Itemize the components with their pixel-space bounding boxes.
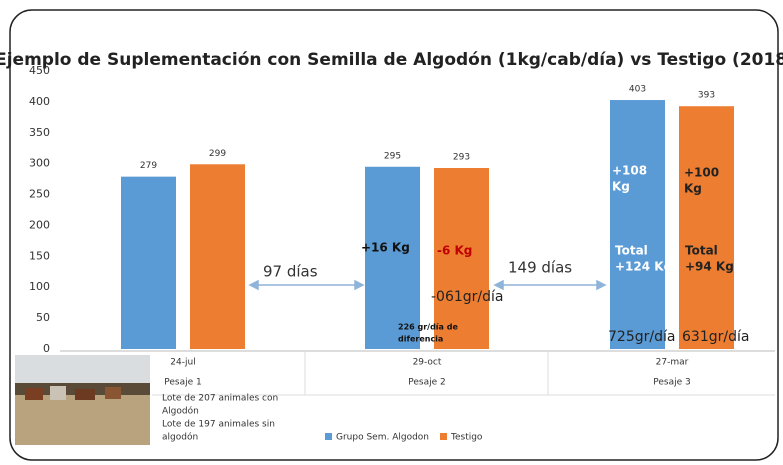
annotation: 226 gr/día de [398, 323, 458, 332]
annotation: +94 Kg [685, 260, 734, 274]
y-tick-label: 50 [36, 311, 50, 324]
value-label: 295 [384, 151, 401, 161]
annotation: -061gr/día [431, 289, 504, 305]
annotation: Kg [612, 180, 630, 194]
annotation: 725gr/día [608, 329, 675, 345]
annotation: +124 Kg [615, 260, 672, 274]
value-label: 293 [453, 152, 470, 162]
bar [610, 100, 665, 349]
bar [121, 176, 176, 349]
legend-label: Grupo Sem. Algodon [336, 433, 429, 443]
y-tick-label: 200 [29, 218, 50, 231]
bar [434, 167, 489, 349]
legend-label: Testigo [450, 433, 483, 443]
note: Lote de 197 animales sin [162, 420, 275, 430]
y-tick-label: 100 [29, 280, 50, 293]
bar [190, 164, 245, 349]
annotation: Total [685, 244, 718, 258]
annotation: Total [615, 244, 648, 258]
bar [679, 106, 734, 349]
arrow [248, 279, 607, 291]
annotation: +16 Kg [361, 241, 410, 255]
y-tick-label: 150 [29, 249, 50, 262]
annotation: -6 Kg [437, 244, 472, 258]
legend-swatch [325, 433, 332, 440]
value-label: 403 [629, 85, 646, 95]
annotation: Kg [684, 182, 702, 196]
legend-swatch [440, 433, 447, 440]
note: Algodón [162, 406, 199, 417]
x-tick-label: 24-jul [170, 358, 195, 368]
y-tick-label: 0 [43, 342, 50, 355]
annotation: 97 días [263, 263, 318, 281]
y-tick-label: 250 [29, 188, 50, 201]
x-sublabel: Pesaje 2 [408, 378, 445, 388]
value-label: 393 [698, 91, 715, 101]
bar [365, 166, 420, 349]
x-tick-label: 29-oct [413, 358, 442, 368]
x-sublabel: Pesaje 3 [653, 378, 690, 388]
photo [15, 355, 150, 445]
annotation: diferencia [398, 335, 443, 344]
annotation: 631gr/día [682, 329, 749, 345]
chart-title: Ejemplo de Suplementación con Semilla de… [0, 50, 783, 70]
annotation: 149 días [508, 259, 572, 277]
note: Lote de 207 animales con [162, 394, 278, 404]
y-tick-label: 350 [29, 126, 50, 139]
x-tick-label: 27-mar [656, 358, 689, 368]
value-label: 279 [140, 161, 157, 171]
y-tick-label: 450 [29, 64, 50, 77]
annotation: +108 [612, 164, 647, 178]
x-sublabel: Pesaje 1 [164, 378, 201, 388]
y-tick-label: 300 [29, 157, 50, 170]
value-label: 299 [209, 149, 226, 159]
y-tick-label: 400 [29, 95, 50, 108]
note: algodón [162, 432, 198, 443]
annotation: +100 [684, 166, 719, 180]
